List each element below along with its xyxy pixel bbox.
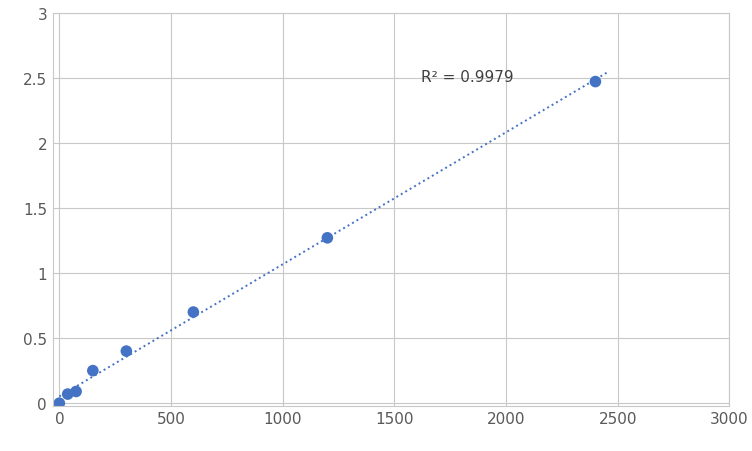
Point: [120, 348, 132, 355]
Point: [62, 391, 74, 398]
Point: [70, 388, 82, 395]
Text: R² = 0.9979: R² = 0.9979: [421, 69, 514, 84]
Point: [53, 400, 65, 407]
Point: [321, 235, 333, 242]
Point: [86, 367, 99, 374]
Point: [187, 309, 199, 316]
Point: [590, 79, 602, 86]
